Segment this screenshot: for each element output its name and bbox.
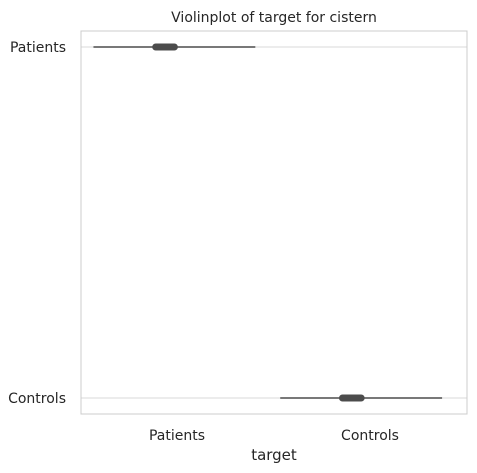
y-tick-labels: Patients Controls [8, 40, 66, 407]
y-tick-label-controls: Controls [8, 391, 66, 407]
x-tick-label-controls: Controls [341, 428, 399, 444]
x-tick-label-patients: Patients [149, 428, 205, 444]
chart-title: Violinplot of target for cistern [171, 10, 377, 26]
violin-marks [93, 43, 443, 402]
plot-frame [80, 30, 468, 415]
x-axis-label: target [251, 446, 297, 464]
y-tick-label-patients: Patients [10, 40, 66, 56]
grid-lines [81, 46, 467, 399]
x-tick-labels: Patients Controls [149, 428, 399, 444]
